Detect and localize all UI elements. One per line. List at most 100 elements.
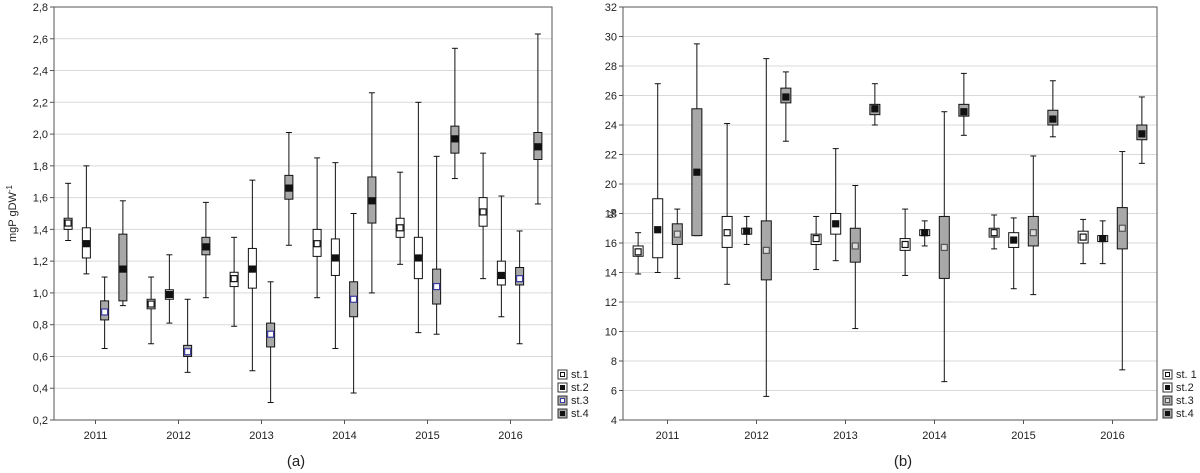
y-tick-label: 0,8 bbox=[33, 320, 48, 332]
y-tick-label: 1,4 bbox=[33, 224, 48, 236]
x-tick-label: 2016 bbox=[1100, 430, 1124, 442]
median-marker bbox=[723, 229, 731, 237]
legend-label: st.2 bbox=[571, 382, 589, 394]
median-marker bbox=[1049, 115, 1057, 123]
x-tick-label: 2012 bbox=[166, 430, 190, 442]
y-tick-label: 2,4 bbox=[33, 66, 48, 78]
y-tick-label: 0,6 bbox=[33, 351, 48, 363]
median-marker bbox=[1138, 130, 1146, 138]
y-tick-label: 4 bbox=[611, 415, 617, 427]
median-marker bbox=[313, 240, 321, 248]
median-marker bbox=[921, 229, 929, 237]
median-marker bbox=[479, 208, 487, 216]
legend-label: st.4 bbox=[1176, 408, 1194, 420]
y-tick-label: 18 bbox=[605, 209, 617, 221]
median-marker bbox=[534, 143, 542, 151]
y-tick-label: 22 bbox=[605, 150, 617, 162]
median-marker bbox=[1010, 236, 1018, 244]
y-tick-label: 10 bbox=[605, 327, 617, 339]
median-marker bbox=[1099, 234, 1107, 243]
median-marker bbox=[414, 254, 422, 262]
median-marker bbox=[654, 226, 662, 234]
y-tick-label: 2,8 bbox=[33, 2, 48, 14]
legend-label: st.2 bbox=[1176, 382, 1194, 394]
y-tick-label: 14 bbox=[605, 268, 617, 280]
y-tick-label: 1,0 bbox=[33, 288, 48, 300]
median-marker bbox=[350, 295, 358, 303]
median-marker bbox=[396, 224, 404, 232]
legend: st.1st.2st.3st.4 bbox=[557, 369, 589, 420]
legend-label: st. 1 bbox=[1176, 369, 1197, 381]
legend-marker bbox=[1165, 372, 1170, 377]
x-tick-label: 2016 bbox=[498, 430, 522, 442]
median-marker bbox=[634, 248, 642, 256]
median-marker bbox=[368, 197, 376, 205]
median-marker bbox=[451, 135, 459, 143]
median-marker bbox=[812, 234, 820, 243]
median-marker bbox=[782, 93, 790, 101]
x-tick-label: 2013 bbox=[249, 430, 273, 442]
x-tick-label: 2015 bbox=[415, 430, 439, 442]
median-marker bbox=[901, 240, 909, 249]
legend-marker bbox=[1165, 398, 1170, 403]
chart-panel-b: 4 6 8 10 12 14 16 18 20 22 24 26 28 30 32% 2011 2012 2013… bbox=[605, 2, 1197, 470]
median-marker bbox=[82, 240, 90, 248]
y-tick-label: 28 bbox=[605, 61, 617, 73]
legend-marker bbox=[560, 411, 565, 416]
x-tick-label: 2013 bbox=[833, 430, 857, 442]
y-tick-label: 16 bbox=[605, 238, 617, 250]
median-marker bbox=[762, 246, 770, 254]
legend-label: st.4 bbox=[571, 408, 589, 420]
median-marker bbox=[433, 282, 441, 291]
legend-marker bbox=[1165, 411, 1170, 416]
legend-marker bbox=[560, 372, 565, 377]
median-marker bbox=[202, 243, 210, 251]
plot-frame bbox=[53, 6, 553, 421]
median-marker bbox=[184, 348, 192, 356]
x-tick-label: 2011 bbox=[84, 430, 108, 442]
median-marker bbox=[940, 243, 948, 252]
y-tick-label: 1,2 bbox=[33, 256, 48, 268]
median-marker bbox=[119, 265, 127, 273]
legend-marker bbox=[1165, 385, 1170, 390]
y-tick-label: 1,6 bbox=[33, 193, 48, 205]
legend-marker bbox=[560, 398, 565, 403]
median-marker bbox=[673, 230, 681, 238]
median-marker bbox=[165, 290, 173, 299]
median-marker bbox=[267, 330, 275, 338]
y-tick-label: 6 bbox=[611, 386, 617, 398]
median-marker bbox=[990, 229, 998, 237]
legend-label: st.3 bbox=[1176, 395, 1194, 407]
legend-label: st.1 bbox=[571, 369, 589, 381]
x-tick-label: 2014 bbox=[922, 430, 946, 442]
x-tick-label: 2011 bbox=[656, 430, 680, 442]
median-marker bbox=[101, 308, 109, 316]
panel-caption: (a) bbox=[287, 453, 305, 470]
y-axis-label: mgP gDW-1 bbox=[5, 184, 19, 242]
legend: st. 1st.2st.3st.4 bbox=[1162, 369, 1197, 420]
y-tick-label: 2,2 bbox=[33, 97, 48, 109]
panel-caption: (b) bbox=[894, 453, 912, 470]
legend-label: st.3 bbox=[571, 395, 589, 407]
y-tick-label: 26 bbox=[605, 91, 617, 103]
median-marker bbox=[147, 300, 155, 308]
median-marker bbox=[832, 220, 840, 228]
y-axis-label-text: mgP gDW bbox=[7, 191, 19, 242]
median-marker bbox=[230, 275, 238, 283]
median-marker bbox=[248, 265, 256, 273]
y-tick-label: 2,6 bbox=[33, 34, 48, 46]
median-marker bbox=[285, 184, 293, 192]
legend-marker bbox=[560, 385, 565, 390]
y-tick-label: 0,4 bbox=[33, 383, 48, 395]
median-marker bbox=[1029, 229, 1037, 237]
median-marker bbox=[743, 227, 751, 235]
median-marker bbox=[851, 242, 859, 250]
y-axis-label-text: % bbox=[607, 208, 619, 218]
median-marker bbox=[1079, 233, 1087, 241]
median-marker bbox=[693, 168, 701, 176]
y-tick-label: 32 bbox=[605, 2, 617, 14]
chart-panel-a: 0,2 0,4 0,6 0,8 1,0 1,2 1,4 1,6 1,8 2,0 2,2 2,4 2,6 2… bbox=[5, 2, 589, 470]
median-marker bbox=[331, 254, 339, 262]
x-tick-label: 2015 bbox=[1011, 430, 1035, 442]
